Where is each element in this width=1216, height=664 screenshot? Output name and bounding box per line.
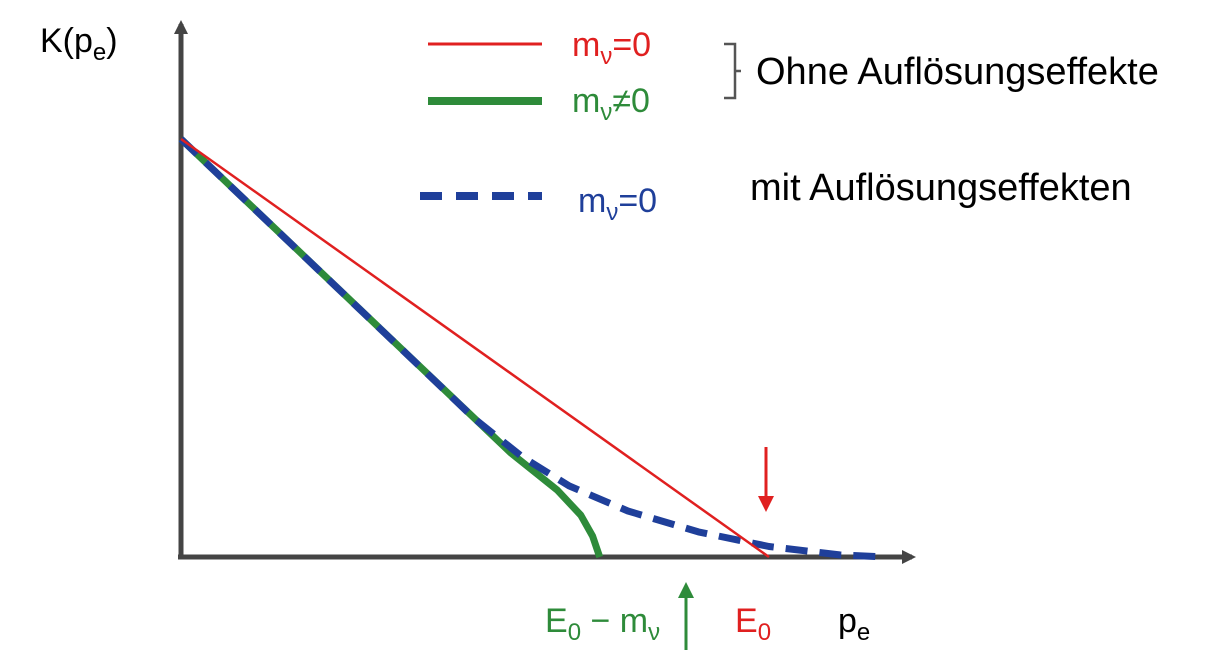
- annotation-mit: mit Auflösungseffekten: [750, 167, 1132, 209]
- legend: mν=0 mν≠0 mν=0 Ohne Auflösungseffekte mi…: [420, 26, 1159, 226]
- series-layer: [178, 136, 887, 561]
- e0-minus-mnu-marker-arrow: [678, 582, 694, 650]
- series-line-thin: [180, 137, 770, 559]
- tick-label-e0-minus-mnu: E0 − mν: [545, 602, 660, 646]
- x-axis-label: pe: [838, 602, 870, 646]
- annotation-ohne: Ohne Auflösungseffekte: [756, 51, 1159, 93]
- legend-label-mnu-zero-blue: mν=0: [578, 182, 657, 226]
- legend-bracket: [724, 42, 741, 100]
- legend-label-mnu-zero-red: mν=0: [572, 26, 651, 70]
- legend-label-mnu-nonzero: mν≠0: [572, 82, 650, 126]
- y-axis-label: K(pe): [40, 22, 118, 66]
- tick-label-e0: E0: [735, 602, 771, 646]
- e0-marker-arrow: [758, 447, 774, 512]
- series-line-dashed: [178, 136, 887, 561]
